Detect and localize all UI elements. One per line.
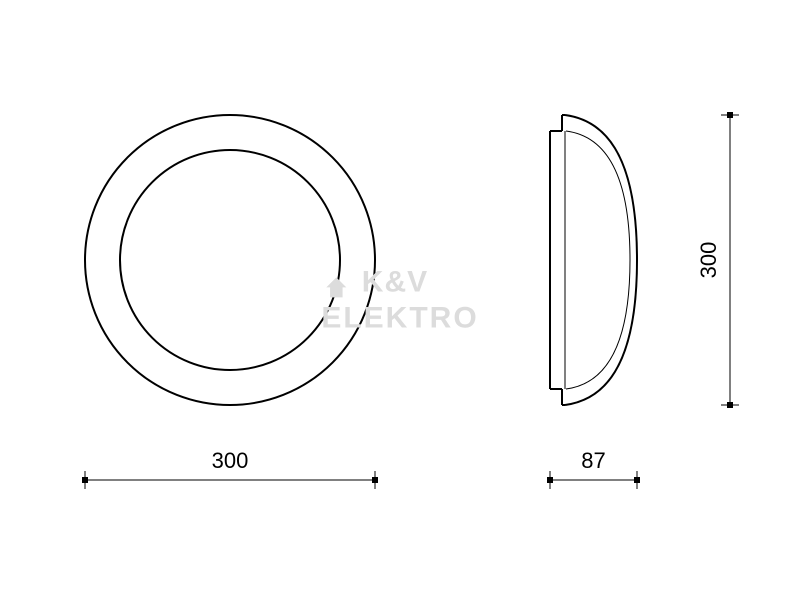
dimension-label: 300	[212, 448, 249, 473]
side-dome-inner	[566, 131, 630, 389]
front-outer-circle	[85, 115, 375, 405]
front-inner-circle	[120, 150, 340, 370]
dimension-label: 87	[581, 448, 605, 473]
technical-drawing: 300 87 300	[0, 0, 800, 600]
dimension-label: 300	[696, 242, 721, 279]
side-dome-outline	[565, 115, 637, 405]
